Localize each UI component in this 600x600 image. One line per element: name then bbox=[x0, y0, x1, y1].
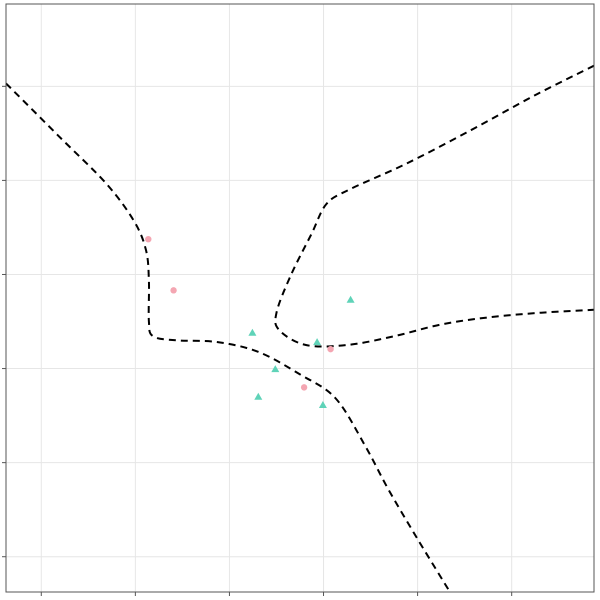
decision-boundaries bbox=[5, 64, 595, 593]
plot-frame bbox=[5, 3, 595, 593]
circle-point-2 bbox=[327, 345, 334, 353]
triangle-point-2 bbox=[313, 338, 322, 346]
circle-point-3 bbox=[300, 384, 308, 391]
triangle-point-0 bbox=[346, 295, 355, 303]
plot-background bbox=[6, 4, 594, 592]
triangle-point-5 bbox=[318, 401, 327, 408]
circle-point-0 bbox=[145, 236, 152, 243]
triangle-point-1 bbox=[248, 328, 257, 336]
triangle-point-3 bbox=[271, 365, 280, 373]
circle-point-1 bbox=[170, 287, 177, 294]
boundary-right bbox=[274, 64, 595, 348]
axis-ticks bbox=[2, 85, 513, 596]
triangle-point-4 bbox=[254, 392, 263, 400]
data-points bbox=[145, 236, 355, 408]
